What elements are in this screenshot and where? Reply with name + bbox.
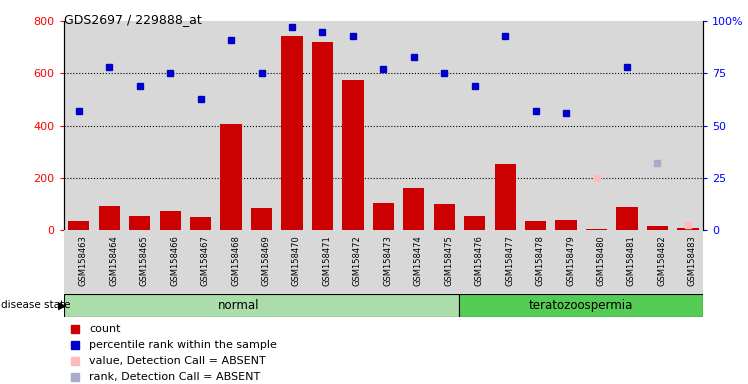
Bar xyxy=(159,211,181,230)
Bar xyxy=(464,216,485,230)
Bar xyxy=(186,230,216,294)
Bar xyxy=(312,42,333,230)
Bar xyxy=(99,205,120,230)
Text: value, Detection Call = ABSENT: value, Detection Call = ABSENT xyxy=(89,356,266,366)
Text: GSM158472: GSM158472 xyxy=(353,235,362,286)
Bar xyxy=(434,204,455,230)
Bar xyxy=(251,208,272,230)
Bar xyxy=(343,80,364,230)
Text: rank, Detection Call = ABSENT: rank, Detection Call = ABSENT xyxy=(89,372,260,382)
Bar xyxy=(612,230,643,294)
Text: GSM158471: GSM158471 xyxy=(322,235,331,286)
Bar xyxy=(94,230,124,294)
Bar xyxy=(368,230,399,294)
Bar xyxy=(337,230,368,294)
Bar xyxy=(459,294,703,317)
Bar xyxy=(64,294,459,317)
Text: GDS2697 / 229888_at: GDS2697 / 229888_at xyxy=(64,13,201,26)
Text: GSM158478: GSM158478 xyxy=(536,235,545,286)
Text: GSM158464: GSM158464 xyxy=(109,235,118,286)
Bar xyxy=(246,230,277,294)
Bar xyxy=(586,229,607,230)
Bar xyxy=(677,228,699,230)
Bar xyxy=(647,227,668,230)
Bar xyxy=(68,221,90,230)
Bar xyxy=(277,230,307,294)
Bar xyxy=(221,124,242,230)
Text: GSM158473: GSM158473 xyxy=(383,235,393,286)
Bar xyxy=(525,221,546,230)
Bar xyxy=(521,230,551,294)
Text: GSM158470: GSM158470 xyxy=(292,235,301,286)
Bar xyxy=(556,220,577,230)
Text: ▶: ▶ xyxy=(58,300,67,310)
Text: GSM158469: GSM158469 xyxy=(262,235,271,286)
Bar xyxy=(64,230,94,294)
Text: GSM158475: GSM158475 xyxy=(444,235,453,286)
Bar xyxy=(403,188,424,230)
Bar xyxy=(399,230,429,294)
Text: GSM158483: GSM158483 xyxy=(688,235,697,286)
Bar xyxy=(129,216,150,230)
Bar xyxy=(373,203,394,230)
Bar xyxy=(459,230,490,294)
Bar xyxy=(216,230,246,294)
Text: teratozoospermia: teratozoospermia xyxy=(529,299,634,312)
Bar xyxy=(616,207,637,230)
Bar xyxy=(672,230,703,294)
Text: GSM158466: GSM158466 xyxy=(171,235,180,286)
Bar xyxy=(490,230,521,294)
Bar xyxy=(429,230,459,294)
Bar xyxy=(307,230,337,294)
Bar xyxy=(190,217,211,230)
Text: GSM158474: GSM158474 xyxy=(414,235,423,286)
Bar xyxy=(124,230,155,294)
Text: GSM158482: GSM158482 xyxy=(657,235,666,286)
Text: GSM158481: GSM158481 xyxy=(627,235,636,286)
Bar xyxy=(551,230,581,294)
Text: GSM158465: GSM158465 xyxy=(140,235,149,286)
Bar xyxy=(581,230,612,294)
Bar xyxy=(494,164,516,230)
Text: GSM158463: GSM158463 xyxy=(79,235,88,286)
Text: GSM158467: GSM158467 xyxy=(200,235,209,286)
Bar xyxy=(643,230,672,294)
Text: normal: normal xyxy=(218,299,260,312)
Text: GSM158480: GSM158480 xyxy=(596,235,606,286)
Text: count: count xyxy=(89,324,120,334)
Text: disease state: disease state xyxy=(1,300,71,310)
Text: GSM158476: GSM158476 xyxy=(475,235,484,286)
Text: GSM158477: GSM158477 xyxy=(505,235,514,286)
Text: GSM158479: GSM158479 xyxy=(566,235,575,286)
Bar xyxy=(155,230,186,294)
Text: percentile rank within the sample: percentile rank within the sample xyxy=(89,340,277,350)
Text: GSM158468: GSM158468 xyxy=(231,235,240,286)
Bar xyxy=(281,35,303,230)
